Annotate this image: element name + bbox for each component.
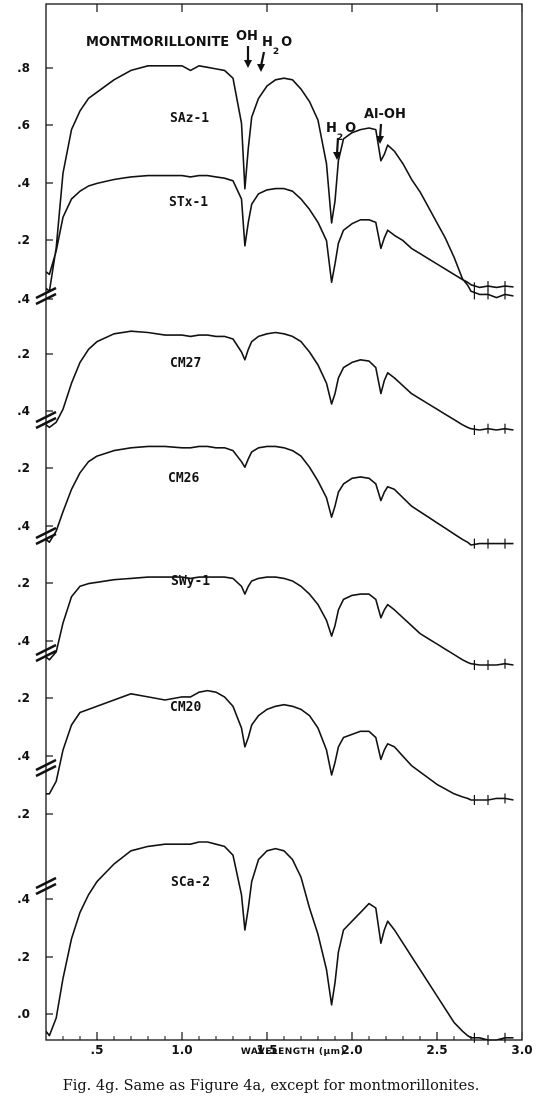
y-tick-label: .4	[17, 404, 30, 418]
y-tick-label: .4	[17, 292, 30, 306]
series-layer: SAz-1 STx-1 CM27 CM26 SWy-1 CM20 SCa-2	[45, 65, 514, 1045]
axis-break-mark	[35, 758, 57, 772]
annotation-2: H2O	[326, 121, 356, 160]
spectrum-line-swy-1	[45, 576, 514, 666]
y-tick-label: .2	[17, 233, 30, 247]
series-label-cm27: CM27	[170, 356, 201, 371]
spectrum-line-cm20	[46, 689, 514, 801]
y-tick-label: .2	[17, 347, 30, 361]
y-tick-label: .8	[17, 61, 30, 75]
x-tick-label: 2.0	[341, 1043, 362, 1057]
series-label-stx-1: STx-1	[169, 195, 208, 210]
plot-frame	[45, 3, 523, 1041]
y-tick-label: .6	[17, 118, 30, 132]
tick-layer: .5 1.0 1.5 2.0 2.5 3.0 .8 .6 .4 .2 .4 .2 .4 .2 .4 .2 .4.…	[17, 4, 533, 1057]
annotation-layer: OH H2O H2O Al-OH	[236, 29, 406, 160]
x-tick-label: 2.5	[426, 1043, 447, 1057]
y-tick-label: .2	[17, 461, 30, 475]
spectrum-line-saz-1	[45, 65, 514, 299]
annotation-text: H2O	[326, 121, 356, 143]
x-tick-label: 1.5	[256, 1043, 277, 1057]
annotation-text: Al-OH	[364, 107, 406, 122]
axis-break-mark	[35, 876, 57, 890]
axis-break-mark	[35, 882, 57, 896]
axis-break-mark	[35, 416, 57, 430]
frame-layer	[45, 3, 523, 1041]
y-tick-label: .2	[17, 950, 30, 964]
annotation-3: Al-OH	[364, 107, 406, 144]
spectra-chart: .5 1.0 1.5 2.0 2.5 3.0 .8 .6 .4 .2 .4 .2 .4 .2 .4 .2 .4.…	[17, 3, 533, 1057]
figure-caption: Fig. 4g. Same as Figure 4a, except for m…	[62, 1078, 480, 1094]
chart-title: MONTMORILLONITE	[86, 35, 229, 50]
spectrum-line-stx-1	[45, 174, 514, 289]
annotation-0: OH	[236, 29, 258, 68]
y-tick-label: .4	[17, 634, 30, 648]
spectrum-line-sca-2	[45, 841, 514, 1041]
annotation-arrow-shaft	[259, 51, 266, 67]
y-tick-label: .4	[17, 176, 30, 190]
annotation-arrow-head	[333, 152, 341, 160]
y-tick-label: .4	[17, 519, 30, 533]
axis-break-mark	[35, 526, 57, 540]
series-label-cm26: CM26	[168, 471, 199, 486]
annotation-text: OH	[236, 29, 258, 44]
spectrum-line-cm26	[45, 445, 514, 546]
axis-break-mark	[35, 643, 57, 657]
y-tick-label: .0	[17, 1007, 30, 1021]
series-label-cm20: CM20	[170, 700, 201, 715]
y-tick-label: .2	[17, 807, 30, 821]
y-tick-label: .4	[17, 749, 30, 763]
axis-break-mark	[35, 764, 57, 778]
x-tick-label: .5	[91, 1043, 104, 1057]
spectrum-line-cm27	[45, 330, 514, 431]
annotation-arrow-shaft	[335, 137, 340, 155]
y-tick-label: .2	[17, 576, 30, 590]
y-tick-label: .2	[17, 691, 30, 705]
axis-break-mark	[35, 410, 57, 424]
annotation-text: H2O	[262, 35, 292, 57]
annotation-arrow-head	[376, 136, 384, 144]
annotation-arrow-head	[257, 64, 265, 72]
axis-break-mark	[35, 286, 57, 300]
series-label-swy-1: SWy-1	[171, 574, 210, 589]
x-tick-label: 3.0	[511, 1043, 532, 1057]
annotation-1: H2O	[257, 35, 292, 72]
series-label-saz-1: SAz-1	[170, 111, 209, 126]
series-label-sca-2: SCa-2	[171, 875, 210, 890]
annotation-arrow-shaft	[378, 123, 383, 139]
axis-break-mark	[35, 649, 57, 663]
y-tick-label: .4	[17, 892, 30, 906]
x-tick-label: 1.0	[171, 1043, 192, 1057]
annotation-arrow-head	[244, 60, 252, 68]
x-axis-label: WAVELENGTH (μm)	[241, 1047, 345, 1057]
